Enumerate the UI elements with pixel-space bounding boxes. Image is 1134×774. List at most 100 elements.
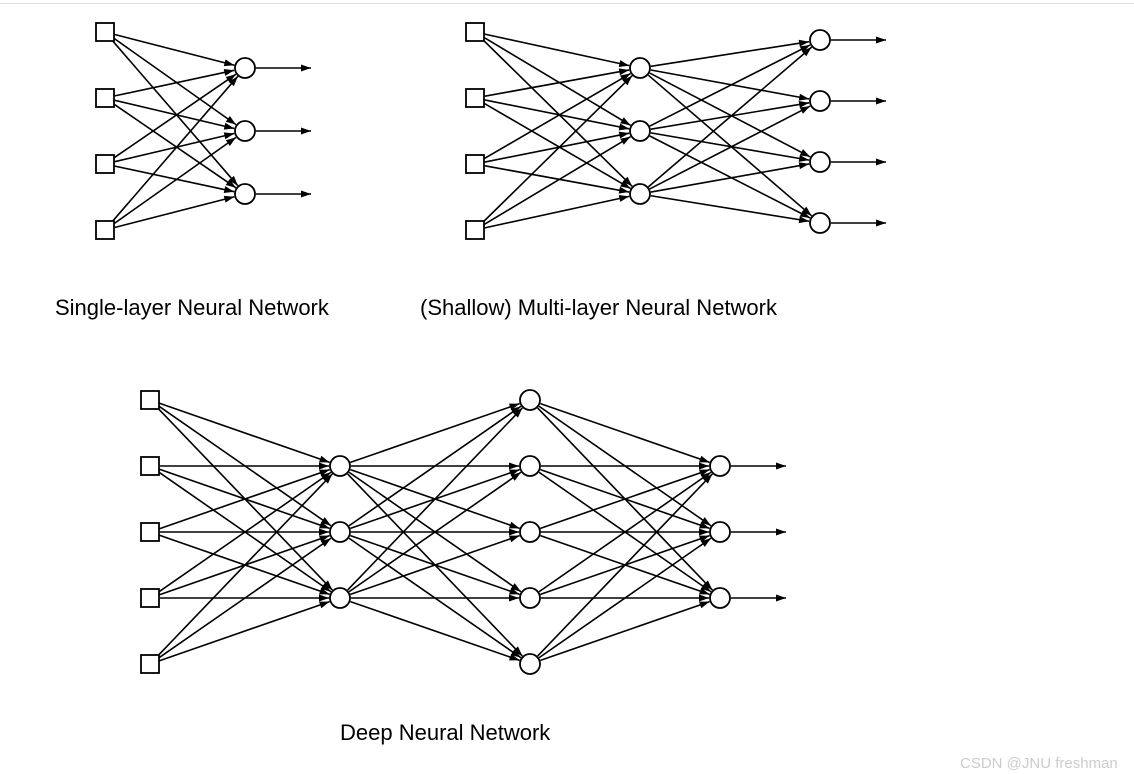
input-node	[141, 457, 159, 475]
arrow-head	[799, 162, 809, 169]
arrow-head	[620, 117, 630, 125]
label-deep: Deep Neural Network	[340, 720, 550, 746]
arrow-head	[224, 196, 235, 203]
neuron-node	[235, 184, 255, 204]
edge	[538, 474, 713, 656]
neuron-node	[810, 213, 830, 233]
neuron-node	[520, 654, 540, 674]
edge	[540, 602, 709, 661]
arrow-head	[699, 529, 709, 536]
input-node	[96, 221, 114, 239]
arrow-head	[319, 463, 329, 470]
arrow-head	[509, 522, 520, 529]
arrow-head	[776, 529, 786, 536]
arrow-head	[699, 456, 710, 463]
arrow-head	[699, 602, 710, 609]
arrow-head	[301, 65, 311, 72]
top-border	[0, 3, 1134, 4]
arrow-head	[876, 98, 886, 105]
arrow-head	[876, 159, 886, 166]
input-node	[466, 89, 484, 107]
arrow-head	[301, 128, 311, 135]
neuron-node	[330, 588, 350, 608]
arrow-head	[699, 463, 709, 470]
arrow-head	[319, 602, 330, 609]
neuron-node	[630, 58, 650, 78]
arrow-head	[224, 59, 235, 66]
arrow-head	[509, 595, 519, 602]
edge	[485, 196, 629, 228]
edge	[651, 196, 809, 222]
arrow-head	[509, 529, 519, 536]
input-node	[96, 89, 114, 107]
edge	[115, 70, 234, 96]
arrow-head	[876, 220, 886, 227]
edge	[485, 34, 629, 66]
neuron-node	[630, 121, 650, 141]
arrow-head	[224, 123, 235, 130]
neuron-node	[330, 522, 350, 542]
neuron-node	[810, 91, 830, 111]
arrow-head	[800, 149, 810, 157]
arrow-head	[301, 191, 311, 198]
input-node	[466, 23, 484, 41]
neuron-node	[520, 522, 540, 542]
arrow-head	[226, 116, 236, 125]
arrow-head	[224, 132, 235, 139]
edge	[485, 100, 629, 129]
arrow-head	[319, 529, 329, 536]
input-node	[96, 155, 114, 173]
edge	[485, 133, 629, 162]
arrow-head	[800, 106, 810, 114]
edge	[115, 197, 235, 228]
arrow-head	[876, 37, 886, 44]
arrow-head	[319, 456, 330, 463]
input-node	[141, 391, 159, 409]
edge	[157, 474, 332, 657]
neuron-node	[520, 588, 540, 608]
neuron-node	[235, 58, 255, 78]
neuron-node	[710, 456, 730, 476]
input-node	[141, 523, 159, 541]
label-shallow: (Shallow) Multi-layer Neural Network	[420, 295, 777, 321]
edge	[485, 70, 629, 96]
arrow-head	[799, 94, 809, 101]
neuron-node	[810, 30, 830, 50]
arrow-head	[509, 463, 519, 470]
input-node	[466, 155, 484, 173]
edge	[651, 42, 809, 67]
edge	[348, 408, 523, 590]
input-node	[96, 23, 114, 41]
edge	[115, 34, 235, 65]
arrow-head	[699, 595, 709, 602]
arrow-head	[620, 137, 630, 145]
arrow-head	[776, 463, 786, 470]
edge	[159, 403, 329, 462]
neuron-node	[235, 121, 255, 141]
edge	[485, 166, 629, 192]
neuron-node	[810, 152, 830, 172]
edge	[159, 602, 329, 661]
arrow-head	[319, 595, 329, 602]
label-single: Single-layer Neural Network	[55, 295, 329, 321]
input-node	[141, 589, 159, 607]
neuron-node	[710, 588, 730, 608]
edge	[115, 100, 235, 128]
edge	[651, 164, 809, 192]
arrow-head	[509, 536, 520, 543]
input-node	[466, 221, 484, 239]
edge	[350, 602, 519, 661]
neuron-node	[330, 456, 350, 476]
edge	[651, 133, 809, 160]
edge	[115, 134, 235, 162]
neuron-node	[710, 522, 730, 542]
arrow-head	[776, 595, 786, 602]
edge	[350, 404, 519, 463]
neuron-node	[520, 390, 540, 410]
neuron-node	[520, 456, 540, 476]
edge	[115, 166, 234, 192]
edge	[651, 70, 809, 99]
watermark: CSDN @JNU freshman	[960, 755, 1118, 772]
edge	[540, 404, 709, 463]
arrow-head	[226, 137, 236, 146]
